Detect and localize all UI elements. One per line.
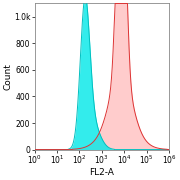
Y-axis label: Count: Count bbox=[3, 63, 12, 90]
X-axis label: FL2-A: FL2-A bbox=[89, 168, 114, 177]
